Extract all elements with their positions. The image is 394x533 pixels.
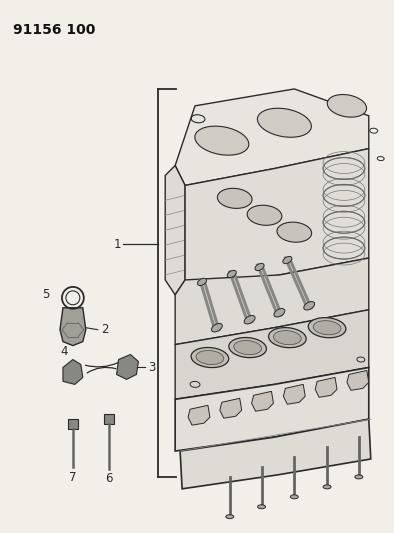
Ellipse shape xyxy=(273,330,301,345)
Text: 91156 100: 91156 100 xyxy=(13,23,96,37)
Polygon shape xyxy=(68,419,78,429)
Text: 2: 2 xyxy=(101,323,108,336)
Polygon shape xyxy=(315,377,337,397)
Ellipse shape xyxy=(290,495,298,499)
Ellipse shape xyxy=(323,485,331,489)
Ellipse shape xyxy=(304,302,315,310)
Polygon shape xyxy=(175,89,369,185)
Text: 5: 5 xyxy=(42,288,49,301)
Polygon shape xyxy=(117,354,138,379)
Text: 1: 1 xyxy=(113,238,121,251)
Ellipse shape xyxy=(195,126,249,155)
Ellipse shape xyxy=(212,324,222,332)
Text: 6: 6 xyxy=(105,472,112,485)
Ellipse shape xyxy=(191,348,229,368)
Polygon shape xyxy=(104,414,113,424)
Polygon shape xyxy=(252,391,273,411)
Ellipse shape xyxy=(197,278,206,286)
Ellipse shape xyxy=(313,321,341,335)
Ellipse shape xyxy=(244,316,255,324)
Ellipse shape xyxy=(229,337,266,358)
Polygon shape xyxy=(180,419,371,489)
Text: 4: 4 xyxy=(60,344,68,358)
Ellipse shape xyxy=(226,515,234,519)
Polygon shape xyxy=(175,258,369,345)
Ellipse shape xyxy=(217,188,252,208)
Polygon shape xyxy=(175,367,369,451)
Polygon shape xyxy=(220,398,242,418)
Ellipse shape xyxy=(258,505,266,508)
Polygon shape xyxy=(175,310,369,399)
Polygon shape xyxy=(188,405,210,425)
Ellipse shape xyxy=(234,341,262,354)
Ellipse shape xyxy=(196,351,224,365)
Ellipse shape xyxy=(274,309,285,317)
Text: 7: 7 xyxy=(69,471,76,484)
Ellipse shape xyxy=(247,205,282,225)
Polygon shape xyxy=(63,360,83,384)
Ellipse shape xyxy=(355,475,363,479)
Polygon shape xyxy=(60,308,86,345)
Polygon shape xyxy=(185,149,369,295)
Ellipse shape xyxy=(327,94,366,117)
Ellipse shape xyxy=(255,263,264,271)
Polygon shape xyxy=(165,166,185,295)
Ellipse shape xyxy=(227,270,236,278)
Text: 3: 3 xyxy=(149,361,156,374)
Ellipse shape xyxy=(308,318,346,338)
Ellipse shape xyxy=(257,108,311,138)
Polygon shape xyxy=(283,384,305,404)
Polygon shape xyxy=(347,370,369,390)
Ellipse shape xyxy=(269,328,306,348)
Ellipse shape xyxy=(277,222,312,242)
Ellipse shape xyxy=(283,256,292,264)
